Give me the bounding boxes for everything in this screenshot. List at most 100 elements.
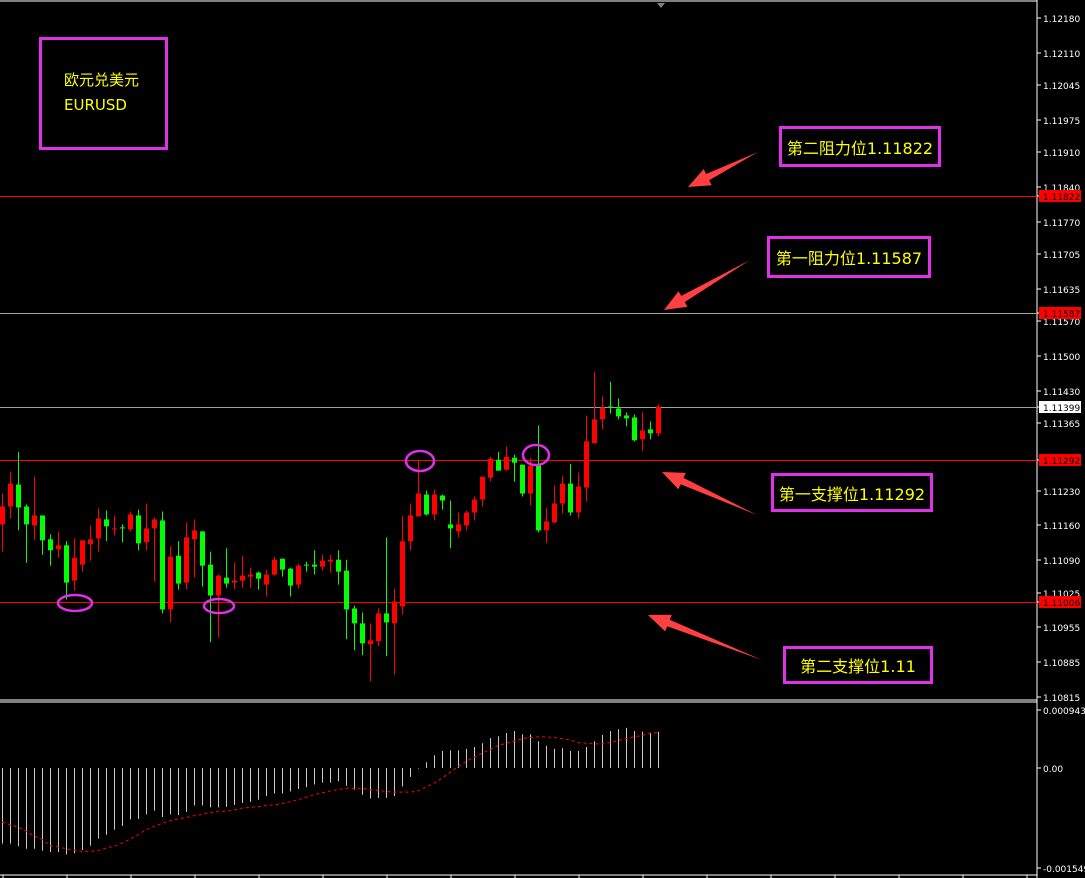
candle-body [456,524,461,532]
macd-tick-label: 0.000943 [1043,707,1085,717]
level-price-label: 1.11006 [1043,599,1080,609]
arrow-icon [662,472,757,515]
highlight-ellipses [56,443,551,615]
candle-body [520,464,525,494]
candle-body [280,558,285,570]
macd-indicator [1,727,659,855]
candle-body [96,518,101,539]
candle-body [536,464,541,531]
candle-body [112,528,117,530]
level-price-label-background [1039,190,1081,202]
resistance-1-label: 第一阻力位1.11587 [767,236,931,278]
candle-body [600,407,605,420]
candle-body [104,519,109,527]
price-tick-label: 1.11975 [1043,117,1080,127]
macd-tick-label: -0.001549 [1043,865,1085,875]
candle-body [136,515,141,544]
candle-body [448,524,453,529]
highlight-ellipse [202,597,236,615]
chart-shift-marker-icon[interactable] [657,3,665,8]
candle-body [296,565,301,585]
price-tick-label: 1.12180 [1043,15,1080,25]
candle-body [376,613,381,642]
candle-body [464,512,469,526]
candle-body [216,575,221,596]
candles [0,371,661,682]
price-tick-label: 1.12110 [1043,50,1080,60]
candle-body [72,557,77,581]
price-tick-label: 1.11770 [1043,219,1080,229]
macd-tick-label: 0.00 [1043,765,1063,775]
candle-body [208,564,213,596]
candle-body [304,564,309,566]
candle-body [360,623,365,644]
candle-body [656,406,661,434]
candle-body [8,483,13,507]
candle-body [24,506,29,525]
candle-body [552,503,557,523]
candle-body [272,559,277,575]
candle-body [288,568,293,586]
candle-body [88,539,93,545]
level-price-label: 1.11822 [1043,193,1080,203]
price-tick-label: 1.11025 [1043,590,1080,600]
arrow-icon [648,614,762,660]
price-tick-label: 1.11910 [1043,149,1080,159]
candle-body [584,441,589,488]
candle-body [64,545,69,583]
macd-signal-line [1,731,659,852]
price-tick-label: 1.10815 [1043,694,1080,704]
candle-body [408,515,413,542]
candle-body [440,495,445,501]
candle-body [648,429,653,434]
candle-body [168,556,173,610]
candle-body [616,408,621,417]
highlight-ellipse [521,443,551,467]
support-1-label: 第一支撑位1.11292 [771,473,933,512]
candle-body [176,555,181,584]
candle-body [256,572,261,579]
candle-body [120,527,125,529]
highlight-ellipse [404,449,436,473]
candle-body [576,486,581,513]
candle-body [424,494,429,515]
price-tick-label: 1.11705 [1043,251,1080,261]
candle-body [192,530,197,540]
candle-body [344,570,349,610]
candle-body [528,465,533,494]
candle-body [400,541,405,607]
level-price-label: 1.11587 [1043,310,1080,320]
candle-body [592,419,597,444]
price-tick-label: 1.11570 [1043,318,1080,328]
candle-body [248,574,253,577]
candle-body [224,577,229,584]
price-tick-label: 1.11090 [1043,557,1080,567]
price-tick-label: 1.11635 [1043,286,1080,296]
candle-body [56,545,61,550]
level-price-label: 1.11292 [1043,457,1080,467]
candle-body [320,560,325,567]
candle-body [80,540,85,565]
arrow-icon [664,260,750,310]
symbol-box: 欧元兑美元 EURUSD [39,37,168,150]
candle-body [504,456,509,470]
candle-body [160,520,165,610]
candle-body [240,575,245,581]
candle-body [264,574,269,585]
level-price-label-background [1039,454,1081,466]
symbol-name: EURUSD [64,96,127,114]
resistance-2-label: 第二阻力位1.11822 [779,126,941,167]
candle-body [608,406,613,408]
candle-body [0,506,5,525]
candle-body [184,537,189,583]
candle-body [16,484,21,508]
candle-body [632,417,637,441]
price-tick-label: 1.11840 [1043,184,1080,194]
candle-body [512,457,517,463]
candle-body [40,515,45,541]
candle-body [232,580,237,583]
candle-body [368,640,373,645]
symbol-name-cn: 欧元兑美元 [64,71,140,89]
candle-body [496,459,501,471]
